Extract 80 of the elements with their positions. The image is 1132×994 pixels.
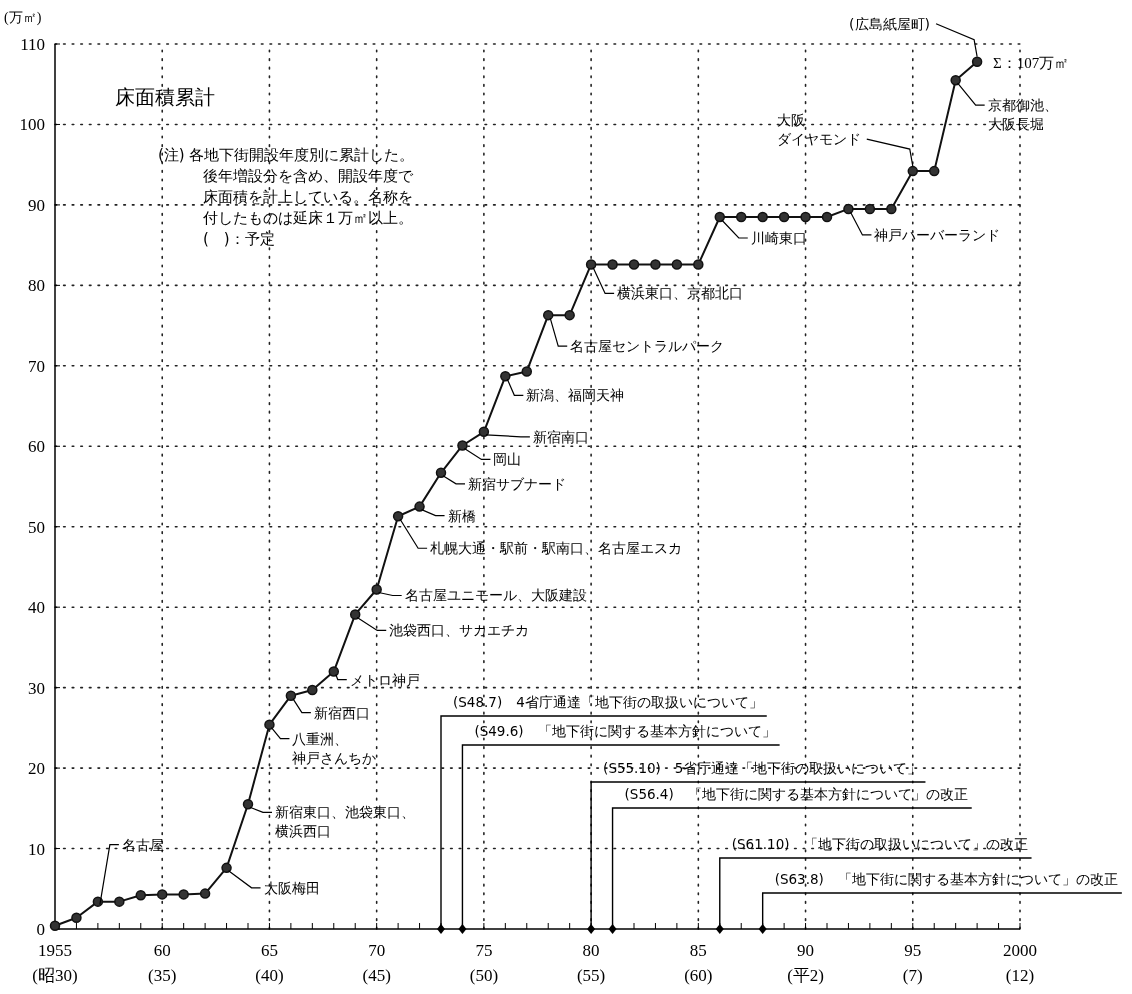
annotation: (55) bbox=[576, 966, 606, 985]
annotation: 名古屋 bbox=[121, 836, 164, 853]
annotation: 大阪ダイヤモンド bbox=[776, 112, 861, 148]
annotation: 新宿南口 bbox=[532, 428, 589, 445]
annotation: メトロ神戸 bbox=[349, 671, 420, 688]
y-tick-label: 110 bbox=[20, 35, 45, 54]
annotation: 横浜東口、京都北口 bbox=[592, 266, 744, 302]
annotation: 名古屋セントラルパーク bbox=[570, 338, 725, 355]
ref-line-label: (S63.8) 「地下街に関する基本方針について」の改正 bbox=[774, 871, 1118, 887]
annotation: 新宿東口、池袋東口、横浜西口 bbox=[275, 804, 415, 840]
annotation: 川崎東口 bbox=[750, 229, 807, 246]
x-tick-label: 65 bbox=[260, 941, 278, 960]
ref-line-label: (S56.4) 「地下街に関する基本方針について」の改正 bbox=[624, 786, 968, 802]
annotation: 八重洲、神戸さんちか bbox=[270, 727, 377, 766]
annotation: 名古屋ユニモール、大阪建設 bbox=[378, 587, 587, 604]
annotation: (平2) bbox=[787, 966, 824, 985]
x-tick-label: 70 bbox=[368, 941, 386, 960]
annotation: (35) bbox=[148, 966, 177, 985]
y-tick-label: 20 bbox=[28, 759, 45, 779]
text: 床面積累計 bbox=[115, 85, 215, 109]
x-tick-label: 95 bbox=[904, 941, 922, 960]
annotation: (40) bbox=[255, 966, 284, 985]
annotation: 新宿サブナード bbox=[468, 475, 566, 492]
annotation: 京都御池、大阪長堀 bbox=[987, 97, 1058, 133]
annotation: メトロ神戸 bbox=[335, 671, 420, 688]
y-tick-label: 80 bbox=[28, 276, 45, 296]
annotation: 岡山 bbox=[493, 451, 522, 468]
x-tick-label: 1955 bbox=[38, 941, 72, 960]
annotation: 新宿西口 bbox=[313, 704, 370, 721]
x-tick-label: 85 bbox=[689, 941, 707, 960]
annotation: 神戸ハーバーランド bbox=[874, 226, 1001, 243]
x-tick-label: 60 bbox=[153, 941, 171, 960]
y-tick-label: 30 bbox=[28, 678, 45, 698]
y-tick-label: 100 bbox=[19, 115, 45, 135]
y-tick-label: 10 bbox=[28, 839, 45, 859]
annotation: (60) bbox=[684, 966, 713, 985]
annotation: (注) 各地下街開設年度別に累計した。後年増設分を含め、開設年度で床面積を計上している。名称を付したものは延床１万㎡以上。( )：予定 bbox=[158, 146, 415, 248]
y-tick-label: 90 bbox=[28, 195, 45, 215]
x-tick-label: 2000 bbox=[1003, 941, 1037, 960]
annotation: (広島紙屋町) bbox=[849, 15, 931, 32]
annotation: 新潟、福岡天神 bbox=[506, 378, 625, 404]
annotation: (広島紙屋町) bbox=[849, 15, 978, 58]
annotation: 名古屋セントラルパーク bbox=[549, 317, 725, 355]
annotation: 新宿東口、池袋東口、横浜西口 bbox=[249, 804, 415, 840]
annotation: (45) bbox=[362, 966, 391, 985]
y-tick-label: 40 bbox=[28, 598, 45, 618]
y-axis-title: (万㎡) bbox=[4, 10, 42, 26]
annotation: 岡山 bbox=[463, 447, 522, 468]
annotation: Σ：107万㎡ bbox=[993, 54, 1070, 71]
y-tick-label: 50 bbox=[28, 517, 45, 537]
y-tick-label: 70 bbox=[28, 356, 45, 376]
annotation: 池袋西口、サカエチカ bbox=[389, 622, 530, 639]
annotation: 神戸ハーバーランド bbox=[849, 211, 1001, 243]
annotation: 大阪梅田 bbox=[227, 870, 320, 896]
annotation: 池袋西口、サカエチカ bbox=[356, 616, 530, 639]
annotation: 新宿南口 bbox=[485, 428, 589, 445]
annotation: (12) bbox=[1005, 966, 1035, 985]
annotation: (50) bbox=[469, 966, 499, 985]
annotation: 大阪ダイヤモンド bbox=[776, 112, 914, 167]
annotation: 横浜東口、京都北口 bbox=[617, 285, 744, 302]
x-tick-label: 90 bbox=[797, 941, 815, 960]
annotation: 札幌大通・駅前・駅南口、名古屋エスカ bbox=[430, 540, 683, 557]
ref-line-label: (S61.10) 「地下街の取扱いについて」の改正 bbox=[731, 836, 1028, 852]
y-tick-label: 60 bbox=[28, 437, 45, 457]
ref-line-label: (S49.6) 「地下街に関する基本方針について」 bbox=[474, 723, 776, 739]
annotation: (昭30) bbox=[32, 966, 78, 985]
y-tick-label: 0 bbox=[36, 920, 45, 939]
annotation: 新宿西口 bbox=[292, 698, 370, 721]
x-tick-label: 80 bbox=[582, 941, 600, 960]
x-tick-label: 75 bbox=[475, 941, 493, 960]
annotation: (7) bbox=[902, 966, 923, 985]
annotation: 新潟、福岡天神 bbox=[526, 387, 625, 404]
annotation: 名古屋 bbox=[99, 836, 164, 906]
annotation: 新宿サブナード bbox=[442, 475, 566, 492]
annotation: 大阪梅田 bbox=[263, 879, 320, 896]
ref-line-label: (S55.10) 5省庁通達「地下街の取扱いについて」 bbox=[603, 760, 922, 776]
annotation: 八重洲、神戸さんちか bbox=[292, 730, 377, 766]
annotation: 川崎東口 bbox=[721, 219, 807, 246]
ref-line-label: (S48.7) 4省庁通達「地下街の取扱いについて」 bbox=[453, 694, 763, 710]
annotation: 京都御池、大阪長堀 bbox=[957, 82, 1058, 133]
